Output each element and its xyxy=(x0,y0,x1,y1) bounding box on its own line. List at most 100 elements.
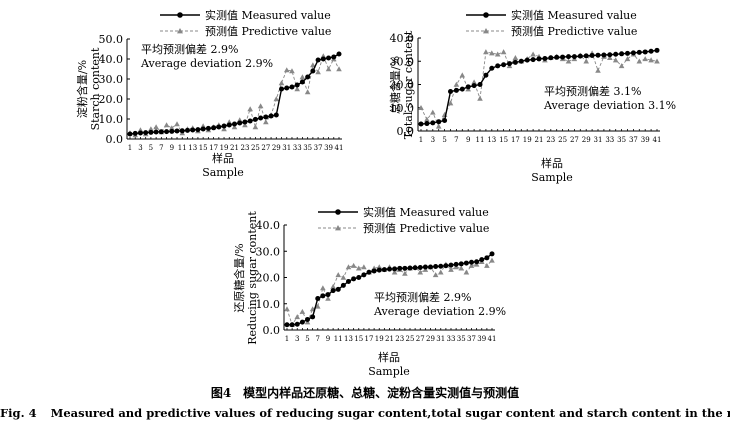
point-measured xyxy=(289,84,295,90)
point-measured xyxy=(630,50,636,56)
point-measured xyxy=(512,59,518,65)
x-tick-label: 13 xyxy=(487,136,496,144)
point-predictive xyxy=(453,81,460,87)
y-tick-label: 0.0 xyxy=(263,324,281,337)
x-tick-label: 19 xyxy=(523,136,532,144)
point-measured xyxy=(315,57,321,63)
x-tick-label: 17 xyxy=(511,136,520,144)
x-tick-label: 41 xyxy=(488,335,497,343)
point-predictive xyxy=(430,109,436,115)
point-measured xyxy=(560,54,566,60)
x-tick-label: 25 xyxy=(251,144,260,152)
x-tick-label: 31 xyxy=(594,136,603,144)
x-tick-label: 23 xyxy=(395,335,404,343)
point-measured xyxy=(407,265,413,271)
x-tick-label: 27 xyxy=(261,144,270,152)
point-measured xyxy=(310,314,316,320)
point-measured xyxy=(465,84,471,90)
point-predictive xyxy=(612,57,619,63)
point-measured xyxy=(232,121,237,127)
point-measured xyxy=(127,131,133,137)
annotation-cn: 平均预测偏差 2.9% xyxy=(141,42,238,56)
point-measured xyxy=(310,68,316,74)
point-measured xyxy=(148,129,154,135)
point-predictive xyxy=(278,80,285,86)
point-measured xyxy=(636,49,642,55)
x-tick-label: 21 xyxy=(535,136,544,144)
point-measured xyxy=(392,266,398,272)
point-measured xyxy=(577,53,583,59)
point-measured xyxy=(417,265,423,271)
point-measured xyxy=(418,121,424,127)
legend-marker-predictive xyxy=(335,225,341,231)
point-measured xyxy=(320,293,326,299)
legend-marker-measured xyxy=(483,12,489,18)
x-tick-label: 3 xyxy=(138,144,142,152)
point-predictive xyxy=(484,262,490,268)
x-tick-label: 37 xyxy=(629,136,638,144)
point-predictive xyxy=(299,74,306,80)
point-measured xyxy=(376,267,382,273)
point-measured xyxy=(268,113,274,119)
x-tick-label: 17 xyxy=(365,335,374,343)
point-predictive xyxy=(512,54,519,61)
annotation-cn: 平均预测偏差 2.9% xyxy=(374,290,471,304)
point-predictive xyxy=(320,285,326,291)
point-predictive xyxy=(458,265,465,271)
point-measured xyxy=(471,83,477,89)
point-measured xyxy=(583,53,589,59)
x-tick-label: 25 xyxy=(406,335,415,343)
point-measured xyxy=(589,52,595,58)
x-tick-label: 35 xyxy=(617,136,626,144)
point-predictive xyxy=(424,116,430,122)
point-predictive xyxy=(483,49,489,55)
point-measured xyxy=(190,127,196,133)
point-measured xyxy=(331,54,337,60)
point-predictive xyxy=(336,66,342,72)
point-measured xyxy=(279,86,285,92)
x-axis-title-en: Sample xyxy=(368,365,410,378)
annotation-en: Average deviation 3.1% xyxy=(543,99,676,112)
point-predictive xyxy=(299,308,306,314)
point-predictive xyxy=(402,270,408,276)
y-axis-title-cn: 还原糖含量/% xyxy=(232,243,246,312)
point-measured xyxy=(284,85,290,91)
point-measured xyxy=(169,128,175,134)
point-predictive xyxy=(314,303,321,309)
point-predictive xyxy=(350,262,357,268)
point-predictive xyxy=(391,269,398,275)
point-measured xyxy=(226,122,232,128)
point-measured xyxy=(305,317,310,322)
figure-caption-en: Fig. 4 Measured and predictive values of … xyxy=(0,406,730,420)
point-measured xyxy=(315,296,321,301)
chart-total-sugar: 0.010.020.030.040.01 3 5 7 9 11 13 15 17 19 21 23 25… xyxy=(388,8,676,184)
point-measured xyxy=(174,128,180,134)
x-tick-label: 35 xyxy=(303,144,312,152)
point-predictive xyxy=(448,266,454,272)
point-predictive xyxy=(624,56,631,62)
point-measured xyxy=(428,264,433,270)
x-tick-label: 19 xyxy=(375,335,384,343)
chart-reducing-sugar: 0.010.020.030.040.01 3 5 7 9 11 13 15 17 19 21 23 25… xyxy=(232,205,506,378)
point-measured xyxy=(542,55,548,61)
x-tick-label: 13 xyxy=(188,144,197,152)
point-measured xyxy=(469,259,474,265)
point-measured xyxy=(179,128,185,134)
point-measured xyxy=(335,286,341,292)
point-measured xyxy=(424,121,430,127)
point-measured xyxy=(263,114,269,120)
point-predictive xyxy=(489,50,495,56)
point-measured xyxy=(371,268,377,274)
point-measured xyxy=(258,115,264,121)
y-axis-title-en: Reducing sugar content xyxy=(246,211,259,345)
point-measured xyxy=(356,275,362,280)
point-measured xyxy=(483,72,489,78)
point-predictive xyxy=(489,257,495,263)
point-measured xyxy=(294,82,300,88)
y-tick-label: 30.0 xyxy=(390,55,415,68)
point-predictive xyxy=(345,264,352,270)
y-tick-label: 40.0 xyxy=(256,219,281,232)
point-measured xyxy=(654,47,660,53)
point-predictive xyxy=(494,51,501,57)
point-predictive xyxy=(447,100,454,106)
